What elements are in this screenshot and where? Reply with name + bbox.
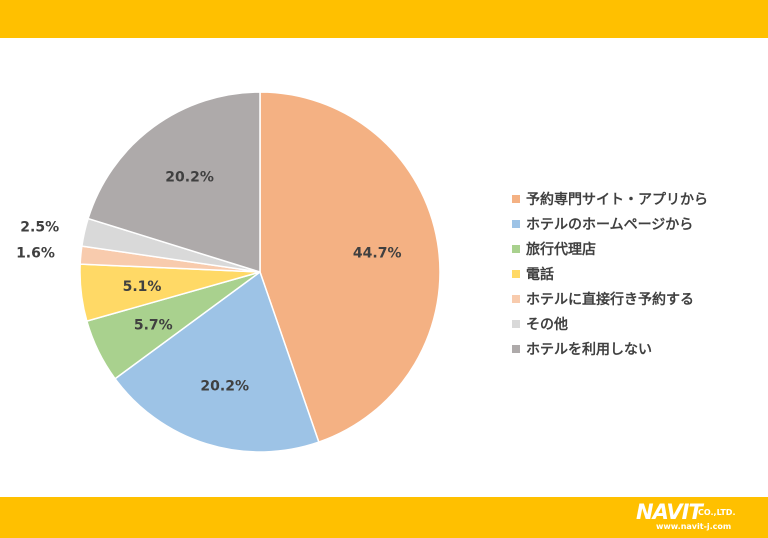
legend-item-5: その他: [512, 311, 708, 336]
pie-slices: [79, 91, 441, 453]
legend-item-2: 旅行代理店: [512, 236, 708, 261]
chart-legend: 予約専門サイト・アプリから ホテルのホームページから 旅行代理店電話ホテルに直接行き…: [512, 186, 708, 361]
legend-label: ホテルに直接行き予約する: [526, 291, 694, 308]
legend-item-6: ホテルを利用しない: [512, 336, 708, 361]
legend-label: その他: [526, 316, 568, 333]
legend-item-0: 予約専門サイト・アプリから: [512, 186, 708, 211]
bottom-banner: [0, 497, 768, 538]
legend-swatch: [512, 194, 520, 203]
data-label-2: 5.7%: [134, 317, 173, 333]
legend-item-1: ホテルのホームページから: [512, 211, 708, 236]
legend-label: 電話: [526, 266, 554, 283]
navit-logo: NAVIT CO.,LTD. www.navit-j.com: [636, 500, 762, 534]
data-label-5: 2.5%: [20, 219, 59, 235]
logo-url: www.navit-j.com: [656, 522, 732, 531]
legend-swatch: [512, 294, 520, 303]
data-label-0: 44.7%: [353, 245, 402, 261]
legend-item-4: ホテルに直接行き予約する: [512, 286, 708, 311]
data-label-4: 1.6%: [16, 246, 55, 262]
pie-data-labels: 44.7% 20.2% 5.7% 5.1% 1.6% 2.5% 20.2%: [16, 169, 401, 394]
pie-slice-1: [113, 270, 320, 453]
legend-label: ホテルのホームページから: [526, 216, 694, 233]
data-label-6: 20.2%: [165, 169, 214, 185]
logo-suffix: CO.,LTD.: [698, 508, 736, 517]
legend-label: ホテルを利用しない: [526, 341, 652, 358]
legend-label: 旅行代理店: [526, 241, 596, 258]
data-label-3: 5.1%: [123, 279, 162, 295]
legend-item-3: 電話: [512, 261, 708, 286]
legend-swatch: [512, 344, 520, 353]
legend-swatch: [512, 319, 520, 328]
logo-text: NAVIT: [636, 500, 703, 524]
data-label-1: 20.2%: [200, 378, 249, 394]
top-banner: [0, 0, 768, 38]
pie-slice-6: [87, 91, 261, 274]
pie-slice-0: [259, 91, 441, 444]
legend-label: 予約専門サイト・アプリから: [526, 191, 708, 208]
legend-swatch: [512, 219, 520, 228]
legend-swatch: [512, 244, 520, 253]
legend-swatch: [512, 269, 520, 278]
